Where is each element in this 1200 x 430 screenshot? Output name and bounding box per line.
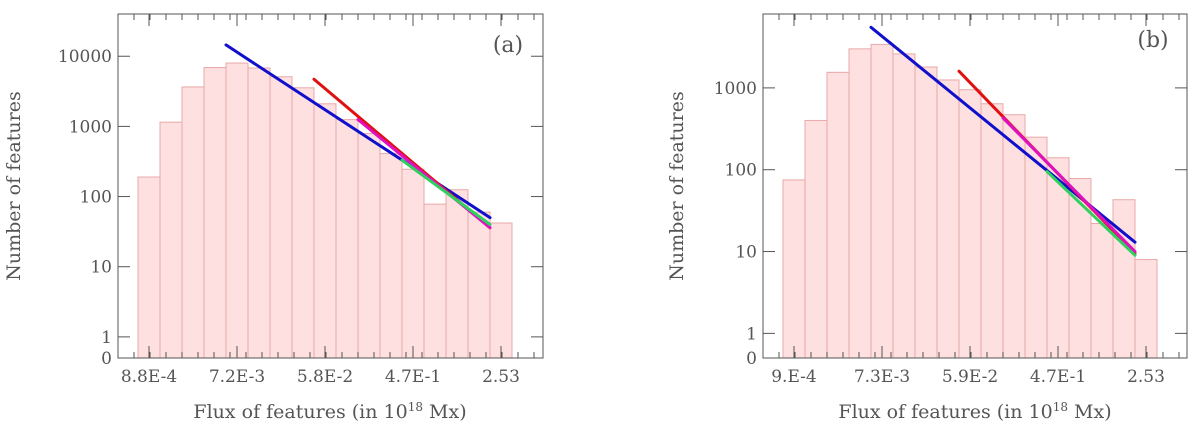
histogram-bar [848, 48, 872, 359]
histogram-bar [159, 121, 183, 359]
histogram-bar [958, 89, 982, 359]
x-tick-label: 7.2E-3 [209, 367, 265, 387]
fit-line-green [1045, 170, 1137, 257]
panel-b: 9.E-4 7.3E-3 5.9E-2 4.7E-1 2.53 0 1 10 100 1000 (… [666, 13, 1188, 423]
histogram-bar [782, 179, 806, 359]
y-tick-label: 10000 [58, 47, 112, 67]
histogram-bar [1134, 258, 1158, 359]
histogram-bar [335, 119, 359, 359]
histogram-bar [914, 66, 938, 359]
fit-lines-b [869, 25, 1137, 257]
x-tick-label: 4.7E-1 [385, 367, 441, 387]
panel-label-a: (a) [493, 33, 523, 58]
histogram-bar [1024, 136, 1048, 359]
fit-lines-a [224, 43, 492, 230]
x-axis-title-tail-a: Mx) [423, 401, 467, 423]
histogram-bar [225, 62, 249, 359]
y-tick-label: 1 [746, 324, 757, 344]
x-axis-title-a: Flux of features (in 1018 Mx) [193, 400, 466, 423]
plot-frame-b [762, 13, 1188, 359]
histogram-bar [313, 103, 337, 359]
x-axis-title-sup-b: 18 [1053, 400, 1068, 414]
x-tick-label: 2.53 [1127, 367, 1165, 387]
panel-label-b: (b) [1137, 28, 1168, 53]
y-axis-title-a: Number of features [3, 91, 25, 280]
panel-a: 8.8E-4 7.2E-3 5.8E-2 4.7E-1 2.53 01 10 100 1000 1… [3, 13, 544, 423]
histogram-bar [980, 103, 1004, 359]
y-tick-label: 10 [735, 243, 757, 263]
x-axis-title-tail-b: Mx) [1068, 401, 1112, 423]
x-tick-label: 5.9E-2 [942, 367, 998, 387]
x-tick-label: 7.3E-3 [854, 367, 910, 387]
x-axis-title-main-b: Flux of features (in 10 [838, 401, 1052, 423]
histogram-bar [401, 168, 425, 359]
x-tick-label: 2.53 [482, 367, 520, 387]
x-tick-label: 9.E-4 [771, 367, 817, 387]
histogram-bar [1090, 223, 1114, 359]
histogram-bar [181, 86, 205, 359]
y-tick-label: 100 [80, 188, 112, 208]
fit-line-green [400, 158, 492, 226]
histogram-bar [357, 133, 381, 359]
tick-labels-a: 8.8E-4 7.2E-3 5.8E-2 4.7E-1 2.53 01 10 100 1000 1… [58, 47, 520, 387]
histogram-bar [870, 43, 894, 359]
histogram-bar [247, 67, 271, 359]
y-tick-label: 0 [101, 349, 112, 369]
histogram-bars-a [137, 62, 513, 359]
axis-ticks-b [763, 14, 1187, 359]
histogram-bar [892, 53, 916, 359]
x-axis-title-main-a: Flux of features (in 10 [193, 401, 407, 423]
tick-labels-b: 9.E-4 7.3E-3 5.9E-2 4.7E-1 2.53 0 1 10 100 1000 [714, 79, 1165, 387]
histogram-bar [203, 67, 227, 359]
histogram-bar [423, 203, 447, 359]
histogram-bar [445, 189, 469, 359]
histogram-bar [291, 87, 315, 359]
x-tick-label: 8.8E-4 [121, 367, 177, 387]
histogram-bar [467, 211, 491, 359]
y-tick-label: 1000 [69, 117, 112, 137]
histogram-bar [826, 71, 850, 359]
x-axis-title-b: Flux of features (in 1018 Mx) [838, 400, 1111, 423]
x-axis-title-sup-a: 18 [408, 400, 423, 414]
x-tick-label: 5.8E-2 [297, 367, 353, 387]
histogram-bar [379, 153, 403, 359]
histogram-bar [1112, 199, 1136, 359]
histogram-bar [269, 76, 293, 359]
histogram-bar [489, 222, 513, 359]
x-tick-label: 4.7E-1 [1030, 367, 1086, 387]
plot-frame-a [117, 13, 544, 359]
histogram-bar [137, 176, 161, 359]
histogram-bars-b [782, 43, 1158, 359]
y-axis-title-b: Number of features [666, 91, 688, 280]
y-tick-label: 1000 [714, 79, 757, 99]
y-tick-label: 100 [725, 161, 757, 181]
y-tick-label: 10 [90, 258, 112, 278]
histogram-bar [936, 79, 960, 359]
histogram-bar [804, 119, 828, 359]
axis-ticks-a [118, 14, 543, 359]
y-tick-label: 0 [746, 349, 757, 369]
fit-line-magenta [1001, 116, 1137, 254]
y-tick-label: 1 [101, 328, 112, 348]
